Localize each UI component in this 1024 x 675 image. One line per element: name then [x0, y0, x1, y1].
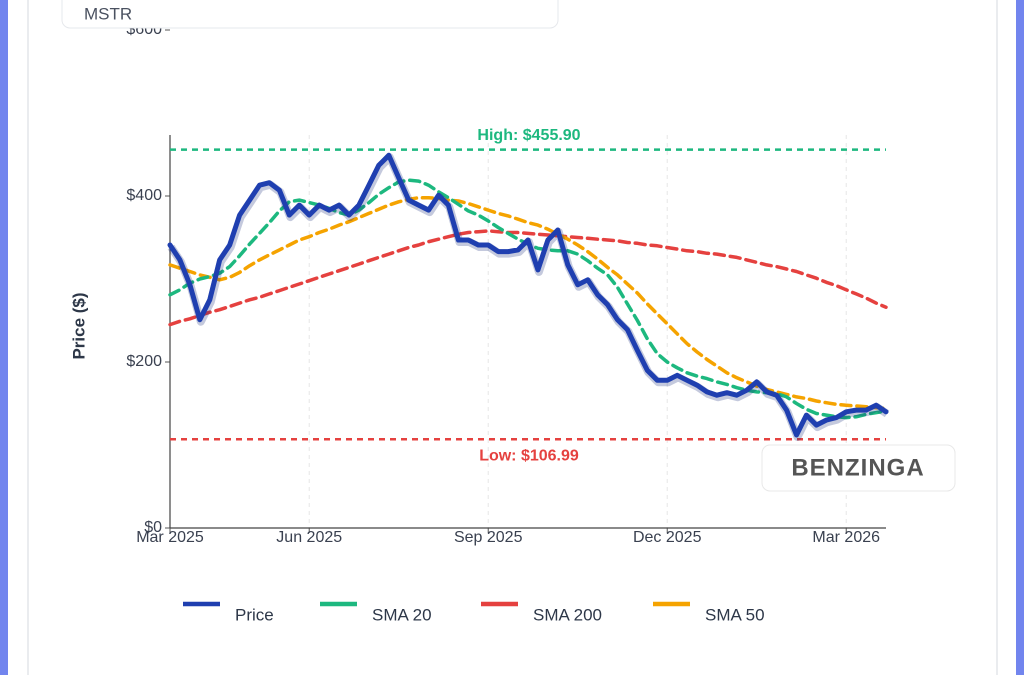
legend-label: SMA 20	[372, 605, 432, 624]
series-line	[168, 229, 888, 327]
x-tick-label: Jun 2025	[276, 529, 342, 546]
x-tick-label: Dec 2025	[633, 529, 702, 546]
ticker-box	[61, 0, 559, 29]
y-axis-title: Price ($)	[69, 292, 88, 359]
legend-label: Price	[235, 605, 274, 624]
x-tick-label: Mar 2026	[812, 529, 880, 546]
reference-label: Low: $106.99	[479, 447, 579, 464]
x-tick-label: Sep 2025	[454, 529, 523, 546]
x-tick-label: Mar 2025	[136, 529, 204, 546]
ticker: MSTR	[84, 4, 132, 23]
reference-label: High: $455.90	[477, 127, 580, 144]
watermark-box	[761, 444, 956, 492]
watermark: BENZINGA	[791, 454, 924, 481]
legend-label: SMA 200	[533, 605, 602, 624]
series-line	[167, 152, 889, 438]
plot: Mar 2025 Jun 2025 Sep 2025 Dec 2025 Mar 2026…	[126, 21, 890, 624]
legend-label: SMA 50	[705, 605, 765, 624]
card	[8, 0, 1016, 675]
y-tick-label: $0	[144, 519, 162, 536]
y-tick-label: $400	[126, 187, 162, 204]
y-tick-label: $200	[126, 353, 162, 370]
